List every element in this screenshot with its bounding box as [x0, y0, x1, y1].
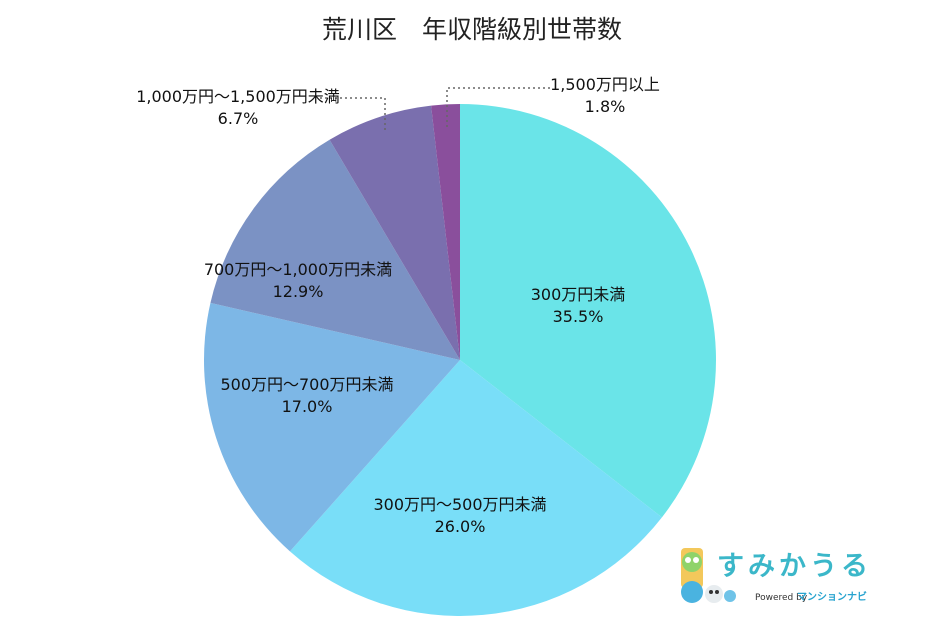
slice-value-label: 26.0% — [435, 517, 486, 536]
pie-slice — [210, 139, 460, 360]
slice-value-label: 6.7% — [218, 109, 259, 128]
mascot-icon — [681, 548, 736, 603]
chart-title: 荒川区 年収階級別世帯数 — [322, 15, 622, 44]
logo-powered-by: Powered by — [755, 593, 808, 603]
leader-line — [320, 97, 386, 130]
logo-partner: マンションナビ — [797, 590, 867, 603]
brand-logo: すみかうる Powered by マンションナビ — [681, 548, 872, 603]
pie-slice — [460, 104, 716, 518]
slice-label: 300万円未満 — [531, 285, 626, 304]
slice-labels: 300万円未満 35.5% 300万円～500万円未満 26.0% 500万円～700万… — [136, 75, 660, 536]
slice-value-label: 17.0% — [282, 397, 333, 416]
logo-name: すみかうる — [717, 551, 872, 582]
pie-slice — [289, 360, 662, 616]
pie-slice — [329, 105, 460, 360]
slice-value-label: 1.8% — [585, 97, 626, 116]
leader-lines — [320, 87, 550, 130]
pie-slice — [431, 104, 460, 360]
slice-label: 1,500万円以上 — [550, 75, 660, 94]
slice-label: 300万円～500万円未満 — [373, 495, 546, 514]
slice-label: 1,000万円～1,500万円未満 — [136, 87, 340, 106]
pie-slices — [204, 104, 716, 616]
slice-label: 700万円～1,000万円未満 — [204, 260, 392, 279]
slice-value-label: 12.9% — [273, 282, 324, 301]
slice-label: 500万円～700万円未満 — [220, 375, 393, 394]
slice-value-label: 35.5% — [553, 307, 604, 326]
pie-slice — [204, 302, 460, 552]
